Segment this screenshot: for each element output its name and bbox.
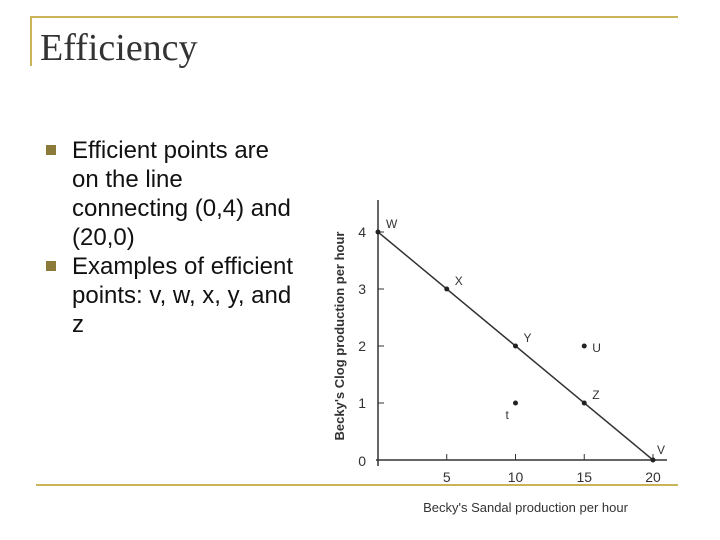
y-tick-label: 4 bbox=[358, 224, 366, 240]
point-label: V bbox=[657, 443, 665, 457]
point-label: t bbox=[506, 408, 510, 422]
point-label: W bbox=[386, 217, 398, 231]
data-point bbox=[444, 286, 450, 292]
slide-title: Efficiency bbox=[40, 27, 198, 69]
y-tick-label: 1 bbox=[358, 395, 366, 411]
bullet-text: Examples of efficient points: v, w, x, y… bbox=[72, 253, 294, 338]
data-point bbox=[581, 400, 587, 406]
slide-frame-left bbox=[30, 16, 32, 66]
x-axis-label: Becky's Sandal production per hour bbox=[423, 500, 628, 515]
y-tick-label: 2 bbox=[358, 338, 366, 354]
square-bullet-icon bbox=[46, 261, 56, 271]
slide-frame-top bbox=[30, 16, 678, 18]
point-label: U bbox=[592, 341, 601, 355]
x-tick-label: 5 bbox=[443, 469, 451, 485]
slide-frame-bottom bbox=[36, 484, 678, 486]
data-point bbox=[513, 400, 518, 406]
point-label: X bbox=[455, 274, 463, 288]
bullet-list: Efficient points are on the line connect… bbox=[46, 136, 296, 339]
data-point bbox=[375, 229, 381, 235]
square-bullet-icon bbox=[46, 145, 56, 155]
origin-label: 0 bbox=[358, 453, 366, 469]
x-tick-label: 15 bbox=[576, 469, 592, 485]
bullet-item: Efficient points are on the line connect… bbox=[46, 136, 296, 252]
data-point bbox=[513, 343, 518, 349]
bullet-item: Examples of efficient points: v, w, x, y… bbox=[46, 252, 296, 339]
y-axis-label: Becky's Clog production per hour bbox=[332, 232, 347, 441]
y-tick-label: 3 bbox=[358, 281, 366, 297]
data-point bbox=[581, 343, 587, 349]
point-label: Z bbox=[592, 388, 599, 402]
point-label: Y bbox=[524, 331, 532, 345]
ppf-chart: 5 10 15 20 1 2 3 4 0 W X Y Z V Ut Becky's Clog producti… bbox=[332, 200, 667, 515]
data-point bbox=[650, 457, 656, 463]
bullet-text: Efficient points are on the line connect… bbox=[72, 137, 291, 251]
x-tick-label: 20 bbox=[645, 469, 661, 485]
x-tick-label: 10 bbox=[508, 469, 524, 485]
